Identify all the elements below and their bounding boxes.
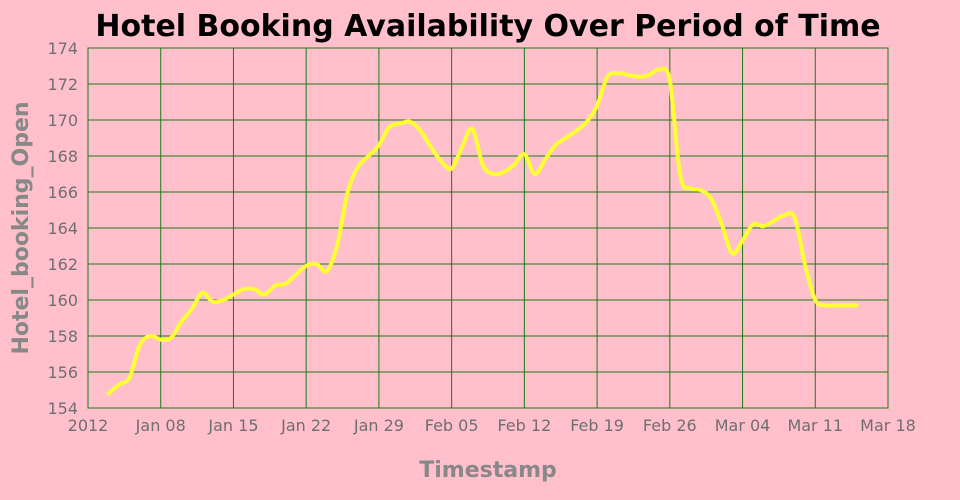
x-tick-label: Jan 08	[135, 416, 186, 435]
x-tick-label: Mar 18	[860, 416, 916, 435]
plot-frame	[87, 47, 889, 409]
grid	[87, 47, 889, 409]
y-tick-label: 168	[47, 147, 78, 166]
y-tick-label: 170	[47, 111, 78, 130]
x-tick-label: Feb 26	[643, 416, 697, 435]
y-tick-label: 160	[47, 291, 78, 310]
x-tick-label: Jan 15	[207, 416, 258, 435]
x-axis-title: Timestamp	[419, 458, 557, 483]
series-line	[106, 66, 859, 396]
y-tick-label: 158	[47, 327, 78, 346]
y-tick-label: 154	[47, 399, 78, 418]
x-tick-label: Jan 22	[280, 416, 331, 435]
x-tick-label: Feb 05	[425, 416, 479, 435]
x-tick-labels: 2012 Jan 08 Jan 15 Jan 22 Jan 29 Feb 05 Feb 12…	[68, 416, 916, 435]
x-tick-label: Mar 04	[715, 416, 771, 435]
y-tick-labels: 154 156 158 160 162 164 166 168 170 172 174	[47, 39, 78, 418]
y-tick-label: 166	[47, 183, 78, 202]
y-tick-label: 172	[47, 75, 78, 94]
y-axis-title: Hotel_booking_Open	[9, 101, 34, 354]
x-tick-label: Feb 19	[570, 416, 624, 435]
x-tick-label: Mar 11	[787, 416, 843, 435]
y-tick-label: 156	[47, 363, 78, 382]
y-tick-label: 164	[47, 219, 78, 238]
y-tick-label: 174	[47, 39, 78, 58]
series-layer	[106, 66, 859, 396]
chart-title: Hotel Booking Availability Over Period o…	[95, 9, 880, 44]
x-tick-label: 2012	[68, 416, 109, 435]
x-tick-label: Feb 12	[497, 416, 551, 435]
y-tick-label: 162	[47, 255, 78, 274]
x-tick-label: Jan 29	[353, 416, 404, 435]
